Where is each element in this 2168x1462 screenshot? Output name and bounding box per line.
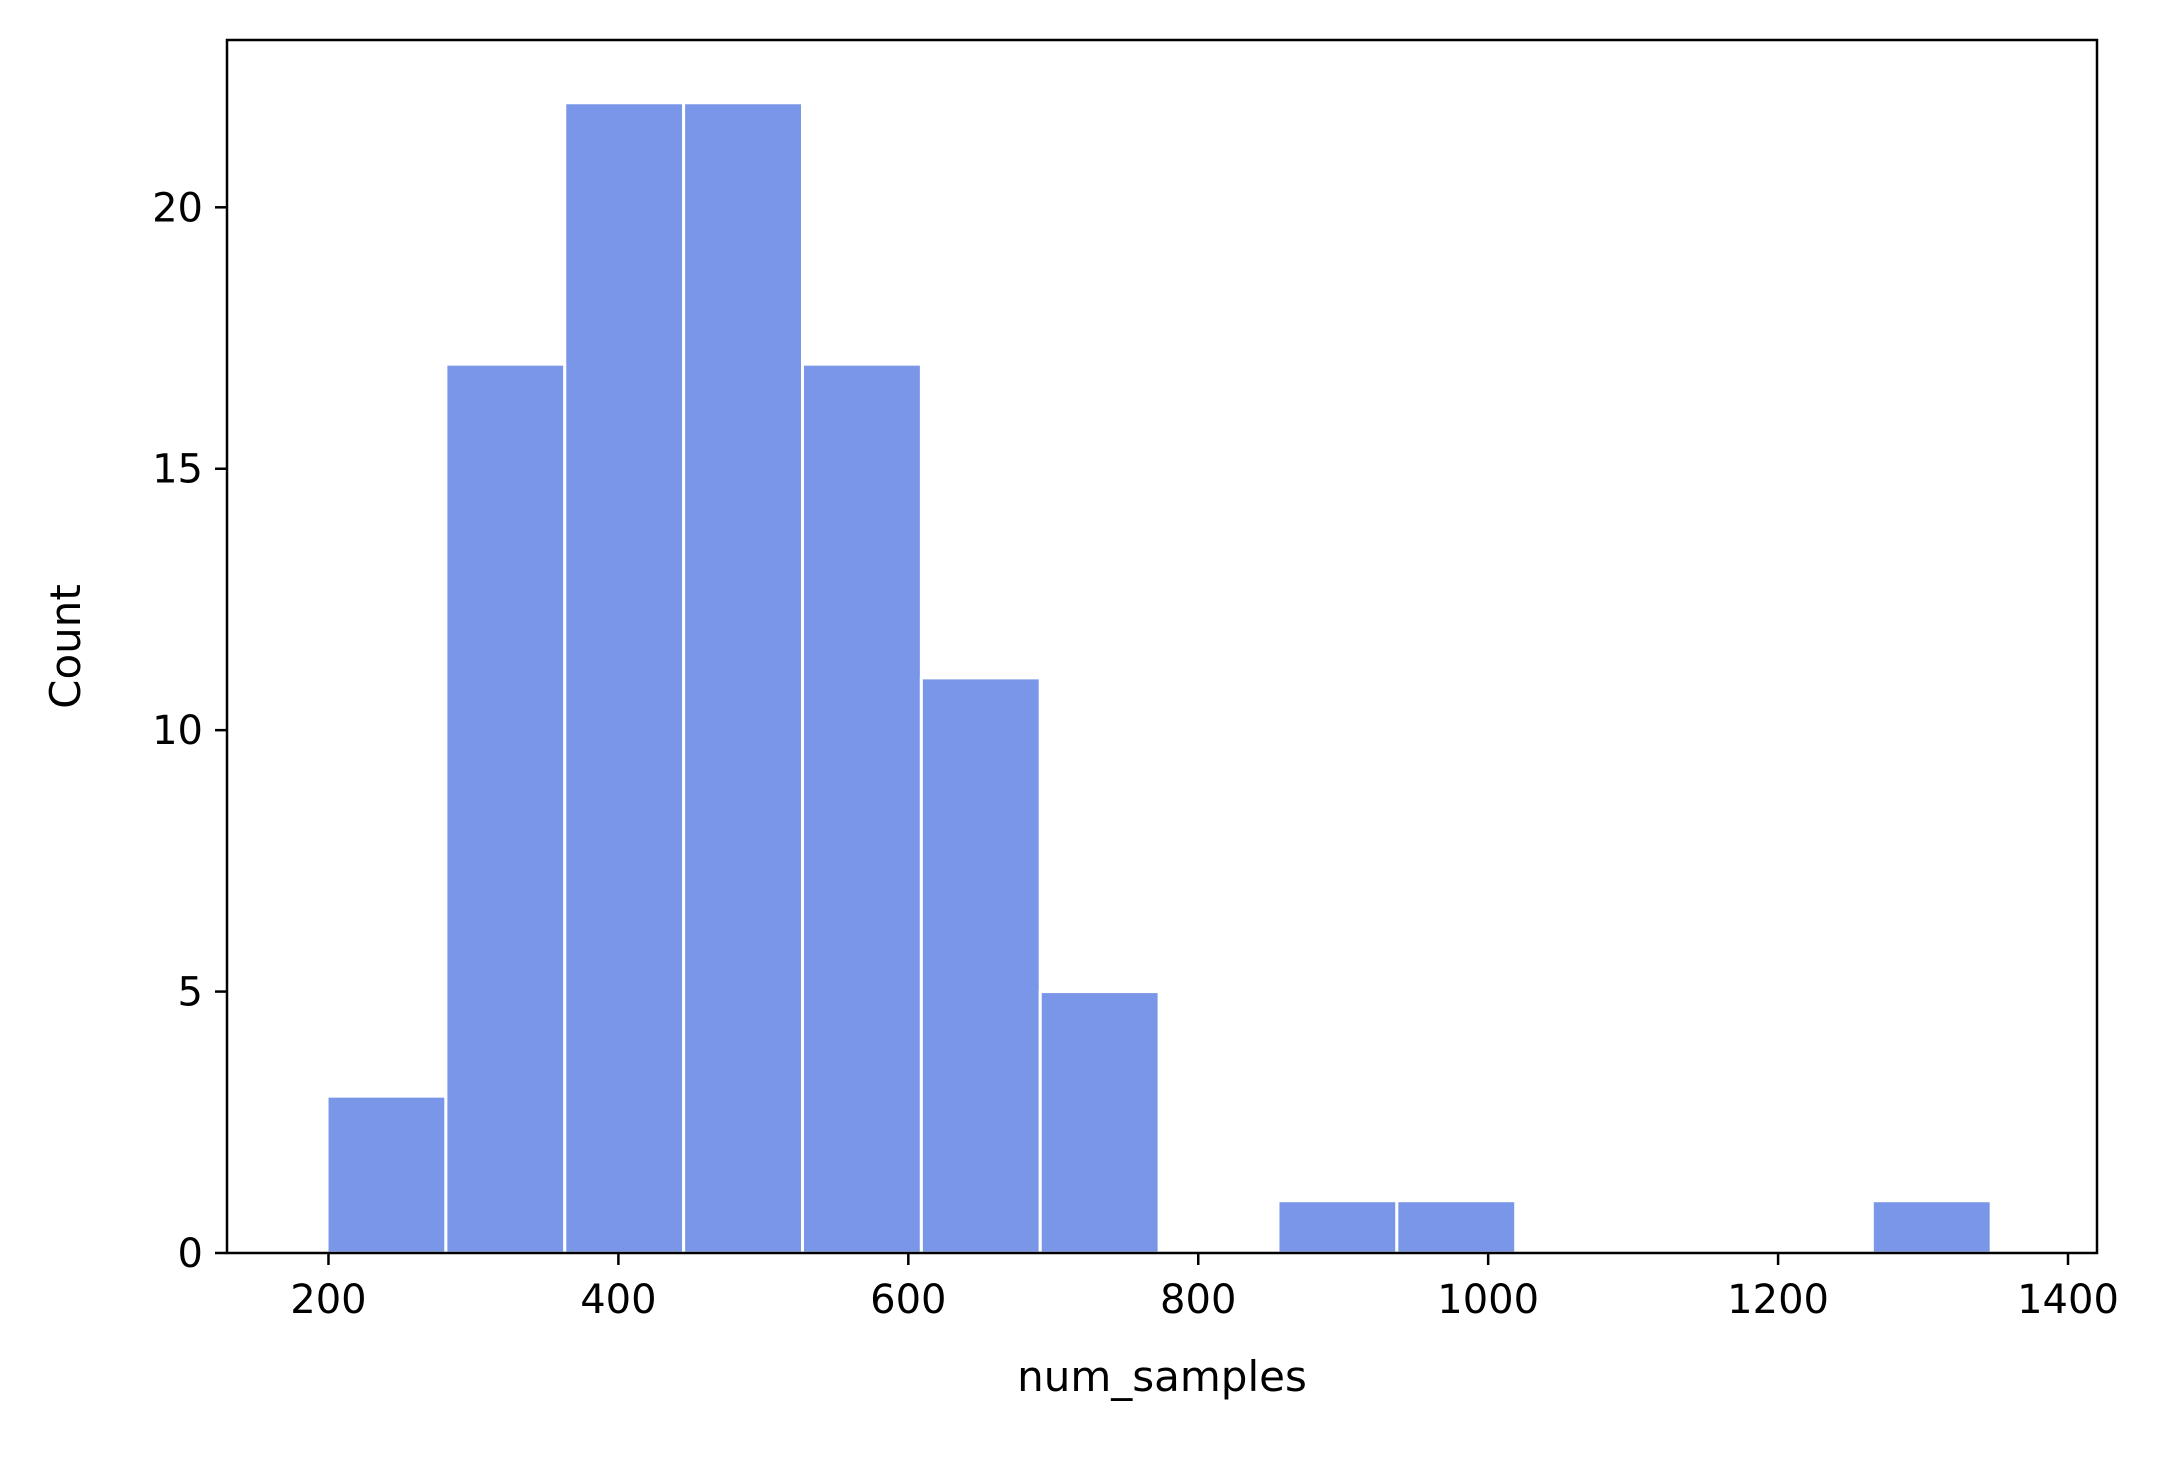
- histogram-bar: [1395, 1199, 1518, 1255]
- y-axis-ticks: 0 5 10 15 20: [152, 185, 227, 1277]
- histogram-bar: [1276, 1199, 1399, 1255]
- y-tick-label: 15: [152, 447, 203, 493]
- y-tick-label: 20: [152, 185, 203, 231]
- x-axis-label: num_samples: [1017, 1352, 1307, 1401]
- x-tick-label: 1200: [1727, 1277, 1829, 1323]
- x-tick-label: 1400: [2017, 1277, 2119, 1323]
- plot-frame: [225, 38, 2099, 1255]
- histogram-bar: [919, 676, 1042, 1255]
- x-tick-label: 600: [870, 1277, 946, 1323]
- y-tick-label: 10: [152, 708, 203, 754]
- x-axis-ticks: 200 400 600 800 1000 1200 1400: [290, 1253, 2119, 1323]
- y-tick-label: 5: [178, 970, 203, 1016]
- histogram-bar: [325, 1094, 448, 1255]
- x-tick-label: 400: [580, 1277, 656, 1323]
- histogram-bar: [563, 101, 686, 1255]
- x-tick-label: 1000: [1437, 1277, 1539, 1323]
- histogram-bar: [1870, 1199, 1993, 1255]
- bars-layer: [325, 101, 1993, 1255]
- x-tick-label: 200: [290, 1277, 366, 1323]
- histogram-bar: [800, 362, 923, 1255]
- histogram-bar: [444, 362, 567, 1255]
- y-axis-label: Count: [41, 584, 90, 709]
- y-tick-label: 0: [178, 1231, 203, 1277]
- x-tick-label: 800: [1160, 1277, 1236, 1323]
- histogram-bar: [682, 101, 804, 1255]
- histogram-bar: [1038, 990, 1161, 1255]
